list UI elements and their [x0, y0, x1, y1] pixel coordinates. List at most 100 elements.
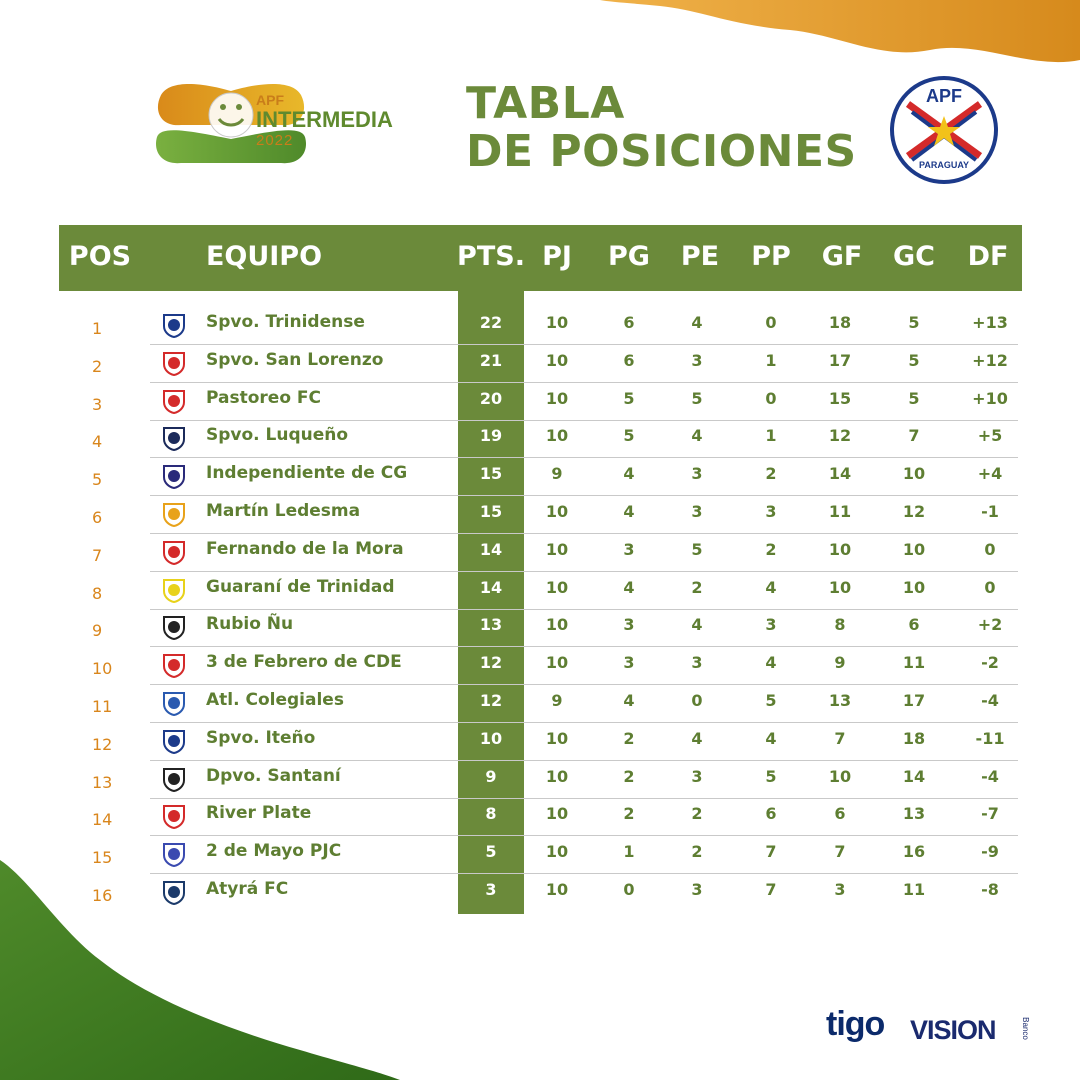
- row-df: 0: [984, 577, 996, 597]
- column-header-df[interactable]: DF: [967, 241, 1009, 272]
- row-pg: 4: [623, 691, 635, 710]
- column-header-pg[interactable]: PG: [608, 241, 650, 272]
- row-position: 11: [92, 697, 113, 716]
- table-row[interactable]: 15 2 de Mayo PJC 5 10 1 2 7 7 16 -9: [0, 836, 1080, 875]
- row-gf: 6: [834, 804, 846, 824]
- table-row[interactable]: 9 Rubio Ñu 13 10 3 4 3 8 6 +2: [0, 609, 1080, 648]
- row-df: -4: [981, 766, 999, 786]
- row-gc: 10: [902, 464, 926, 484]
- row-gc: 7: [908, 426, 920, 446]
- tournament-line2: INTERMEDIA: [256, 107, 393, 132]
- row-pe: 2: [691, 577, 703, 597]
- row-df: -9: [981, 842, 999, 862]
- table-row[interactable]: 12 Spvo. Iteño 10 10 2 4 4 7 18 -11: [0, 723, 1080, 761]
- table-row[interactable]: 4 Spvo. Luqueño 19 10 5 4 1 12 7 +5: [0, 420, 1080, 459]
- column-header-pos[interactable]: POS: [68, 241, 132, 272]
- table-row[interactable]: 3 Pastoreo FC 20 10 5 5 0 15 5 +10: [0, 383, 1080, 421]
- column-header-team[interactable]: EQUIPO: [205, 241, 323, 272]
- column-header-pts[interactable]: PTS.: [457, 241, 525, 272]
- row-df: -4: [981, 691, 999, 710]
- row-pe: 4: [691, 728, 703, 748]
- table-row[interactable]: 5 Independiente de CG 15 9 4 3 2 14 10 +4: [0, 458, 1080, 497]
- row-pj: 9: [551, 691, 563, 710]
- row-divider: [150, 608, 1018, 610]
- tigo-logo: tigo: [826, 1005, 885, 1043]
- row-position: 6: [92, 508, 103, 527]
- page-title: TABLA DE POSICIONES: [466, 80, 857, 176]
- row-gc: 10: [902, 539, 926, 559]
- row-gc: 16: [902, 842, 926, 862]
- row-team-name: 3 de Febrero de CDE: [206, 652, 402, 673]
- trinidense-crest-icon: [163, 314, 185, 338]
- row-team-name: Spvo. Trinidense: [206, 312, 365, 332]
- column-header-gf[interactable]: GF: [821, 241, 863, 272]
- row-divider: [150, 873, 1018, 875]
- row-gf: 13: [828, 691, 852, 710]
- column-header-gc[interactable]: GC: [893, 241, 935, 272]
- row-pts: 22: [479, 313, 503, 332]
- table-row[interactable]: 6 Martín Ledesma 15 10 4 3 3 11 12 -1: [0, 496, 1080, 534]
- row-team-name: Pastoreo FC: [206, 387, 321, 408]
- row-pe: 2: [691, 842, 703, 862]
- row-pp: 5: [765, 766, 777, 786]
- row-pg: 3: [623, 539, 635, 559]
- row-df: +5: [977, 426, 1003, 446]
- row-pj: 10: [545, 653, 569, 673]
- vision-logo: VISION: [910, 1015, 997, 1045]
- tournament-year: 2022: [256, 132, 294, 149]
- table-row[interactable]: 14 River Plate 8 10 2 2 6 6 13 -7: [0, 798, 1080, 837]
- column-header-pe[interactable]: PE: [680, 241, 720, 272]
- table-row[interactable]: 16 Atyrá FC 3 10 0 3 7 3 11 -8: [0, 874, 1080, 912]
- row-pj: 10: [545, 842, 569, 862]
- row-pp: 4: [765, 653, 777, 673]
- row-pts: 15: [479, 464, 503, 484]
- row-pg: 5: [623, 426, 635, 446]
- row-gf: 3: [834, 880, 846, 899]
- page-title-line1: TABLA: [466, 78, 625, 129]
- row-pj: 10: [545, 615, 569, 635]
- row-gf: 15: [828, 388, 852, 408]
- row-pe: 3: [691, 766, 703, 786]
- pastoreo-crest-icon: [163, 389, 185, 414]
- column-header-pj[interactable]: PJ: [542, 241, 572, 272]
- row-gf: 10: [828, 766, 852, 786]
- row-pe: 0: [691, 691, 703, 710]
- column-header-pp[interactable]: PP: [751, 241, 791, 272]
- row-pj: 9: [551, 464, 563, 484]
- table-row[interactable]: 2 Spvo. San Lorenzo 21 10 6 3 1 17 5 +12: [0, 345, 1080, 383]
- table-row[interactable]: 10 3 de Febrero de CDE 12 10 3 3 4 9 11 -2: [0, 647, 1080, 686]
- row-pg: 5: [623, 388, 635, 408]
- table-row[interactable]: 1 Spvo. Trinidense 22 10 6 4 0 18 5 +13: [0, 307, 1080, 345]
- row-position: 5: [92, 470, 103, 490]
- row-pg: 3: [623, 615, 635, 635]
- row-position: 4: [92, 432, 103, 452]
- table-row[interactable]: 11 Atl. Colegiales 12 9 4 0 5 13 17 -4: [0, 685, 1080, 723]
- row-divider: [150, 684, 1018, 686]
- row-pts: 21: [479, 350, 503, 370]
- table-row[interactable]: 7 Fernando de la Mora 14 10 3 5 2 10 10 0: [0, 534, 1080, 572]
- row-gc: 5: [908, 313, 920, 332]
- table-row[interactable]: 13 Dpvo. Santaní 9 10 2 3 5 10 14 -4: [0, 761, 1080, 799]
- apf-logo-text: APF: [926, 86, 962, 106]
- row-gf: 10: [828, 539, 852, 559]
- row-gc: 13: [902, 804, 926, 824]
- row-pts: 15: [479, 502, 503, 521]
- table-row[interactable]: 8 Guaraní de Trinidad 14 10 4 2 4 10 10 0: [0, 572, 1080, 610]
- row-pts: 5: [485, 842, 497, 862]
- row-pe: 4: [691, 615, 703, 635]
- row-divider: [150, 722, 1018, 723]
- tournament-line1: APF: [256, 92, 284, 108]
- row-pj: 10: [545, 313, 569, 332]
- row-pp: 3: [765, 502, 777, 521]
- row-pe: 5: [691, 539, 703, 559]
- atyra-crest-icon: [163, 881, 185, 905]
- row-gc: 6: [908, 615, 920, 635]
- row-df: -11: [975, 728, 1005, 748]
- row-gf: 7: [834, 728, 846, 748]
- row-pp: 4: [765, 728, 777, 748]
- row-gc: 14: [902, 766, 926, 786]
- row-gf: 7: [834, 842, 846, 862]
- row-pts: 12: [479, 653, 503, 673]
- apf-federation-logo: APF PARAGUAY: [890, 76, 998, 184]
